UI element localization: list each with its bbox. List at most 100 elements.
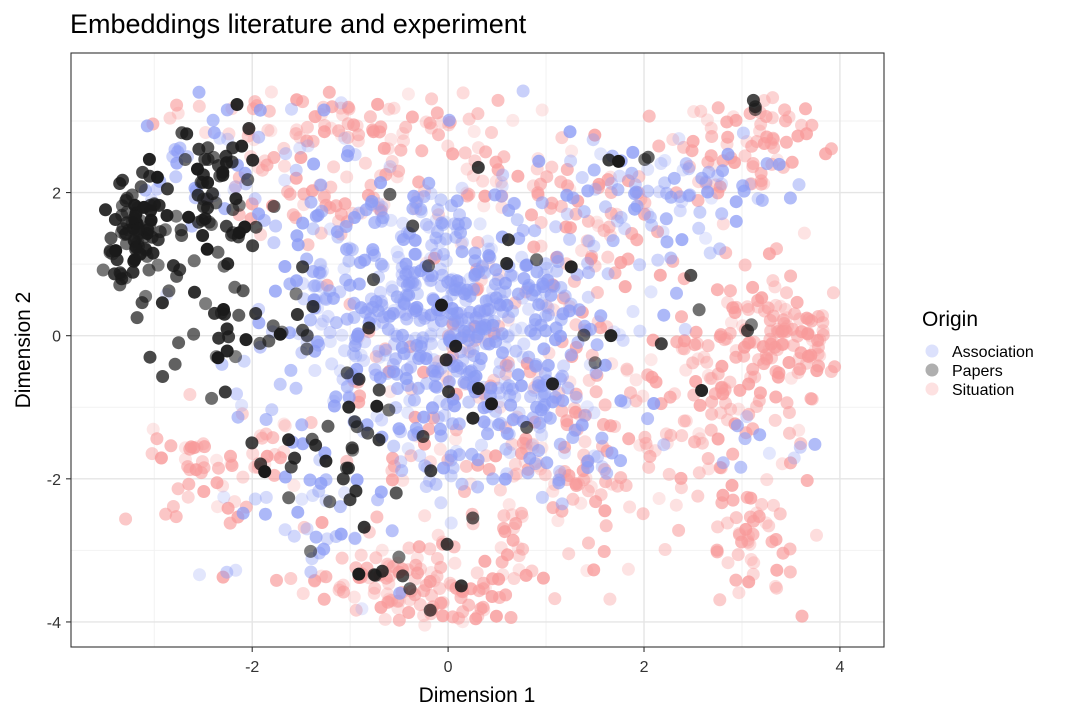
- association-point: [549, 333, 562, 347]
- situation-point: [614, 471, 628, 485]
- situation-point: [216, 479, 230, 493]
- association-point: [590, 338, 604, 352]
- situation-point: [277, 417, 291, 431]
- situation-point: [805, 118, 819, 132]
- association-point: [500, 298, 514, 312]
- situation-point: [337, 585, 350, 599]
- association-point: [564, 348, 578, 362]
- association-point: [660, 235, 674, 249]
- association-point: [672, 132, 686, 146]
- situation-point: [652, 492, 666, 505]
- situation-point: [581, 214, 595, 228]
- situation-point: [580, 234, 594, 248]
- association-point: [740, 410, 754, 424]
- association-point: [329, 390, 343, 404]
- situation-point: [742, 407, 756, 421]
- situation-point: [719, 246, 733, 260]
- association-point: [610, 214, 624, 228]
- association-point: [429, 247, 443, 261]
- situation-point: [427, 574, 441, 588]
- association-point: [422, 176, 436, 190]
- situation-point: [611, 479, 624, 493]
- situation-point: [721, 295, 735, 309]
- papers-point: [383, 187, 397, 201]
- association-point: [426, 401, 439, 415]
- situation-point: [354, 548, 368, 562]
- situation-point: [267, 151, 281, 164]
- situation-point: [792, 352, 806, 366]
- situation-point: [598, 398, 612, 412]
- situation-point: [418, 509, 432, 523]
- situation-point: [512, 549, 526, 563]
- situation-point: [531, 186, 545, 200]
- papers-point: [202, 215, 216, 229]
- association-point: [296, 216, 310, 230]
- situation-point: [221, 501, 235, 515]
- papers-point: [232, 198, 246, 212]
- papers-point: [612, 154, 625, 168]
- association-point: [528, 457, 542, 471]
- association-point: [278, 173, 292, 187]
- situation-point: [738, 258, 752, 272]
- situation-point: [651, 225, 665, 239]
- association-point: [444, 449, 458, 463]
- papers-point: [654, 337, 668, 351]
- situation-point: [679, 363, 693, 377]
- situation-point: [702, 462, 716, 476]
- papers-point: [170, 269, 184, 283]
- association-point: [486, 472, 500, 486]
- situation-point: [392, 164, 406, 178]
- situation-point: [782, 356, 796, 369]
- situation-point: [350, 119, 364, 133]
- association-point: [606, 234, 620, 248]
- situation-point: [489, 449, 503, 463]
- situation-point: [410, 551, 424, 565]
- association-point: [289, 163, 303, 177]
- situation-point: [467, 125, 481, 138]
- situation-point: [766, 131, 780, 145]
- situation-point: [765, 111, 779, 125]
- situation-point: [769, 298, 783, 312]
- situation-point: [489, 609, 503, 623]
- situation-point: [317, 125, 331, 139]
- papers-point: [435, 298, 448, 312]
- association-point: [350, 329, 364, 343]
- association-point: [715, 177, 728, 191]
- association-point: [397, 233, 410, 246]
- situation-point: [448, 556, 462, 570]
- association-point: [303, 473, 317, 487]
- situation-point: [621, 252, 635, 266]
- association-point: [543, 411, 557, 425]
- association-point: [415, 336, 429, 350]
- association-point: [598, 358, 612, 372]
- situation-point: [686, 356, 700, 370]
- situation-point: [347, 590, 361, 604]
- situation-point: [290, 93, 304, 107]
- y-tick-label: 2: [52, 186, 61, 203]
- situation-point: [726, 447, 740, 461]
- situation-point: [436, 609, 450, 623]
- situation-point: [560, 163, 574, 176]
- association-point: [550, 250, 564, 264]
- legend-key-situation: [925, 382, 939, 396]
- association-point: [495, 179, 509, 193]
- situation-point: [686, 134, 700, 148]
- papers-point: [262, 334, 276, 348]
- situation-point: [246, 447, 260, 461]
- association-point: [372, 344, 386, 358]
- association-point: [755, 193, 769, 207]
- situation-point: [183, 463, 197, 477]
- association-point: [378, 348, 392, 362]
- association-point: [673, 190, 687, 204]
- association-point: [496, 168, 510, 182]
- association-point: [555, 497, 569, 511]
- association-point: [400, 312, 414, 326]
- papers-point: [160, 182, 174, 196]
- association-point: [450, 194, 464, 208]
- association-point: [293, 141, 307, 155]
- association-point: [295, 418, 309, 432]
- association-point: [207, 126, 221, 140]
- association-point: [704, 191, 718, 205]
- association-point: [391, 382, 404, 395]
- papers-point: [744, 318, 758, 332]
